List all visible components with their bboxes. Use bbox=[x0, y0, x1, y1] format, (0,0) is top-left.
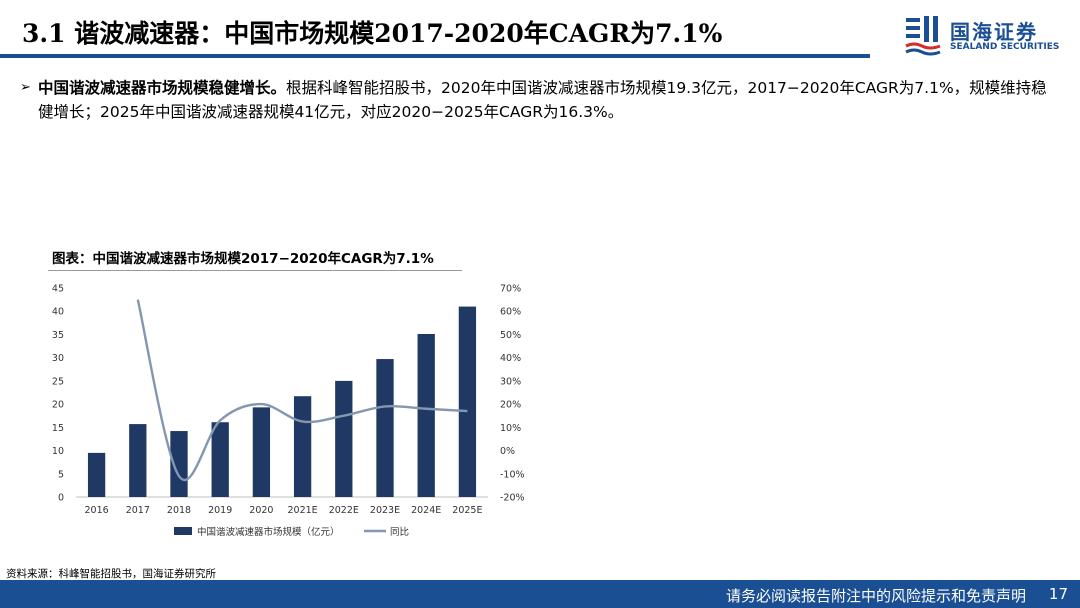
right-axis-tick-label: 70% bbox=[500, 284, 521, 295]
bar bbox=[129, 424, 147, 497]
right-axis-tick-label: 50% bbox=[500, 330, 521, 341]
right-axis-tick-label: -20% bbox=[500, 493, 525, 504]
bar bbox=[293, 396, 312, 497]
x-axis-tick-label: 2019 bbox=[208, 505, 232, 516]
bar bbox=[252, 407, 271, 497]
left-axis-tick-label: 35 bbox=[52, 330, 64, 341]
footer-bar: 请务必阅读报告附注中的风险提示和免责声明 17 bbox=[0, 580, 1080, 608]
company-logo: 国海证券 SEALAND SECURITIES bbox=[904, 14, 1064, 58]
x-axis-tick-label: 2020 bbox=[249, 505, 273, 516]
right-axis-tick-label: 30% bbox=[500, 376, 521, 387]
legend-line-label: 同比 bbox=[390, 526, 409, 538]
bar bbox=[376, 359, 394, 497]
bullet-body: 根据科峰智能招股书，2020年中国谐波减速器市场规模19.3亿元，2017−20… bbox=[38, 79, 1047, 121]
summary-bullet: ➢ 中国谐波减速器市场规模稳健增长。根据科峰智能招股书，2020年中国谐波减速器… bbox=[20, 76, 1060, 124]
logo-name-en: SEALAND SECURITIES bbox=[950, 42, 1060, 52]
right-axis-tick-label: 60% bbox=[500, 307, 521, 318]
x-axis-tick-label: 2025E bbox=[452, 505, 482, 516]
bar bbox=[87, 452, 106, 497]
page-number: 17 bbox=[1048, 585, 1068, 603]
source-note: 资料来源：科峰智能招股书，国海证券研究所 bbox=[6, 568, 216, 580]
x-axis-tick-label: 2018 bbox=[167, 505, 191, 516]
sealand-logo-icon bbox=[905, 16, 941, 56]
right-axis-tick-label: 20% bbox=[500, 400, 521, 411]
chart-title-divider bbox=[48, 270, 462, 271]
left-axis-tick-label: 15 bbox=[52, 423, 64, 434]
yoy-growth-line bbox=[136, 299, 468, 481]
bar bbox=[458, 306, 477, 497]
legend-bar-swatch bbox=[174, 527, 192, 535]
x-axis-tick-label: 2021E bbox=[288, 505, 318, 516]
market-size-chart: 0 5 10 15 20 25 30 35 40 45 -20% -10% 0% 10% 20% 30% 40%… bbox=[52, 284, 525, 539]
right-axis-tick-label: 10% bbox=[500, 423, 521, 434]
bar bbox=[211, 422, 229, 497]
left-axis-tick-label: 30 bbox=[52, 353, 64, 364]
left-axis-tick-label: 25 bbox=[52, 376, 64, 387]
right-axis-tick-label: -10% bbox=[500, 469, 525, 480]
left-axis-tick-label: 5 bbox=[58, 469, 64, 480]
logo-name-cn: 国海证券 bbox=[950, 20, 1038, 44]
bar bbox=[335, 380, 353, 497]
x-axis-tick-label: 2022E bbox=[329, 505, 359, 516]
x-axis-tick-label: 2023E bbox=[370, 505, 400, 516]
right-axis-tick-label: 40% bbox=[500, 353, 521, 364]
bar bbox=[417, 333, 435, 497]
footer-disclaimer: 请务必阅读报告附注中的风险提示和免责声明 bbox=[725, 587, 1026, 605]
left-axis-tick-label: 40 bbox=[52, 307, 64, 318]
left-axis-tick-label: 20 bbox=[52, 400, 64, 411]
x-axis-tick-label: 2016 bbox=[85, 505, 109, 516]
arrow-bullet-icon: ➢ bbox=[20, 80, 31, 95]
left-axis-tick-label: 45 bbox=[52, 284, 64, 295]
x-axis-tick-label: 2017 bbox=[126, 505, 150, 516]
chart-title: 图表：中国谐波减速器市场规模2017−2020年CAGR为7.1% bbox=[52, 251, 434, 267]
left-axis-tick-label: 0 bbox=[58, 493, 64, 504]
legend-bar-label: 中国谐波减速器市场规模（亿元） bbox=[197, 526, 340, 538]
left-axis-tick-label: 10 bbox=[52, 446, 64, 457]
bullet-lead: 中国谐波减速器市场规模稳健增长。 bbox=[38, 79, 287, 97]
title-divider bbox=[0, 54, 870, 58]
page-title: 3.1 谐波减速器：中国市场规模2017-2020年CAGR为7.1% bbox=[22, 19, 723, 48]
right-axis-tick-label: 0% bbox=[500, 446, 515, 457]
x-axis-tick-label: 2024E bbox=[411, 505, 441, 516]
